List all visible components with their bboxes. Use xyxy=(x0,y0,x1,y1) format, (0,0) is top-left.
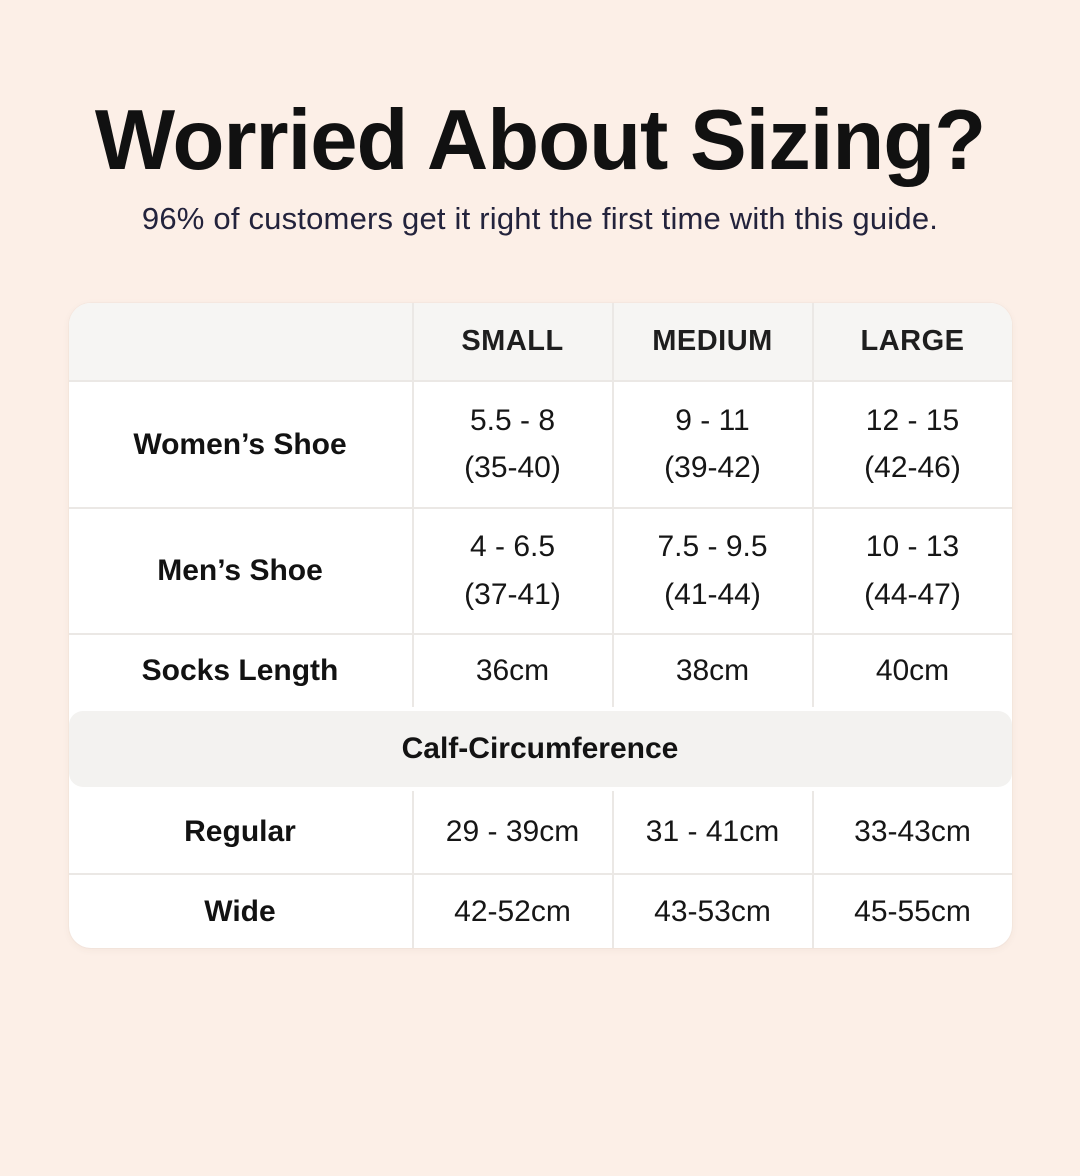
size-range: 4 - 6.5 xyxy=(469,530,556,564)
circumference-value: 43-53cm xyxy=(654,894,771,928)
page-subtitle: 96% of customers get it right the first … xyxy=(141,201,939,237)
size-range-eu: (44-47) xyxy=(864,577,961,611)
size-range-eu: (39-42) xyxy=(664,451,761,485)
size-range: 7.5 - 9.5 xyxy=(657,530,768,564)
column-header-large: LARGE xyxy=(811,303,1012,381)
table-row-womens-shoe: Women’s Shoe 5.5 - 8 (35-40) 9 - 11 (39-… xyxy=(68,380,1012,508)
sizing-guide-page: Worried About Sizing? 96% of customers g… xyxy=(0,96,1080,1176)
table-row-regular: Regular 29 - 39cm 31 - 41cm 33-43cm xyxy=(69,791,1012,874)
size-range: 12 - 15 xyxy=(865,403,960,437)
length-value: 40cm xyxy=(875,654,950,687)
cell-socks-small: 36cm xyxy=(411,635,612,708)
cell-socks-medium: 38cm xyxy=(611,635,812,708)
size-range: 10 - 13 xyxy=(865,530,960,564)
size-chart-table: SMALL MEDIUM LARGE Women’s Shoe 5.5 - 8 … xyxy=(68,303,1012,949)
cell-socks-large: 40cm xyxy=(811,635,1012,708)
table-row-socks-length: Socks Length 36cm 38cm 40cm xyxy=(68,633,1012,708)
circumference-value: 31 - 41cm xyxy=(645,815,780,848)
cell-mens-large: 10 - 13 (44-47) xyxy=(811,509,1012,634)
table-row-mens-shoe: Men’s Shoe 4 - 6.5 (37-41) 7.5 - 9.5 (41… xyxy=(68,507,1012,634)
column-header-medium: MEDIUM xyxy=(611,303,812,381)
cell-mens-medium: 7.5 - 9.5 (41-44) xyxy=(611,509,812,634)
row-label: Men’s Shoe xyxy=(157,554,323,588)
cell-regular-medium: 31 - 41cm xyxy=(611,791,812,874)
length-value: 38cm xyxy=(675,654,750,687)
section-header-calf-circumference: Calf-Circumference xyxy=(68,711,1012,788)
length-value: 36cm xyxy=(475,654,550,687)
cell-wide-small: 42-52cm xyxy=(411,875,612,949)
cell-womens-large: 12 - 15 (42-46) xyxy=(811,382,1012,508)
row-label: Regular xyxy=(184,815,296,849)
circumference-value: 29 - 39cm xyxy=(445,815,580,848)
size-range: 5.5 - 8 xyxy=(469,403,556,437)
row-label: Socks Length xyxy=(141,654,339,688)
size-range-eu: (42-46) xyxy=(864,451,961,485)
size-range: 9 - 11 xyxy=(675,403,750,437)
circumference-value: 42-52cm xyxy=(454,894,571,928)
cell-womens-medium: 9 - 11 (39-42) xyxy=(611,382,812,508)
column-header-small: SMALL xyxy=(411,303,612,381)
cell-wide-large: 45-55cm xyxy=(811,875,1012,949)
cell-mens-small: 4 - 6.5 (37-41) xyxy=(411,509,612,634)
circumference-value: 33-43cm xyxy=(854,815,971,848)
table-row-wide: Wide 42-52cm 43-53cm 45-55cm xyxy=(68,873,1012,949)
page-title: Worried About Sizing? xyxy=(94,93,986,188)
circumference-value: 45-55cm xyxy=(854,894,971,928)
header-empty-cell xyxy=(69,303,412,380)
row-label: Women’s Shoe xyxy=(133,427,347,461)
cell-wide-medium: 43-53cm xyxy=(611,875,812,949)
size-range-eu: (37-41) xyxy=(464,577,561,611)
cell-regular-small: 29 - 39cm xyxy=(411,791,612,874)
row-label: Wide xyxy=(204,894,276,928)
cell-regular-large: 33-43cm xyxy=(811,791,1012,874)
cell-womens-small: 5.5 - 8 (35-40) xyxy=(411,382,612,508)
table-header-row: SMALL MEDIUM LARGE xyxy=(68,303,1012,381)
size-range-eu: (41-44) xyxy=(664,577,761,611)
size-range-eu: (35-40) xyxy=(464,451,561,485)
